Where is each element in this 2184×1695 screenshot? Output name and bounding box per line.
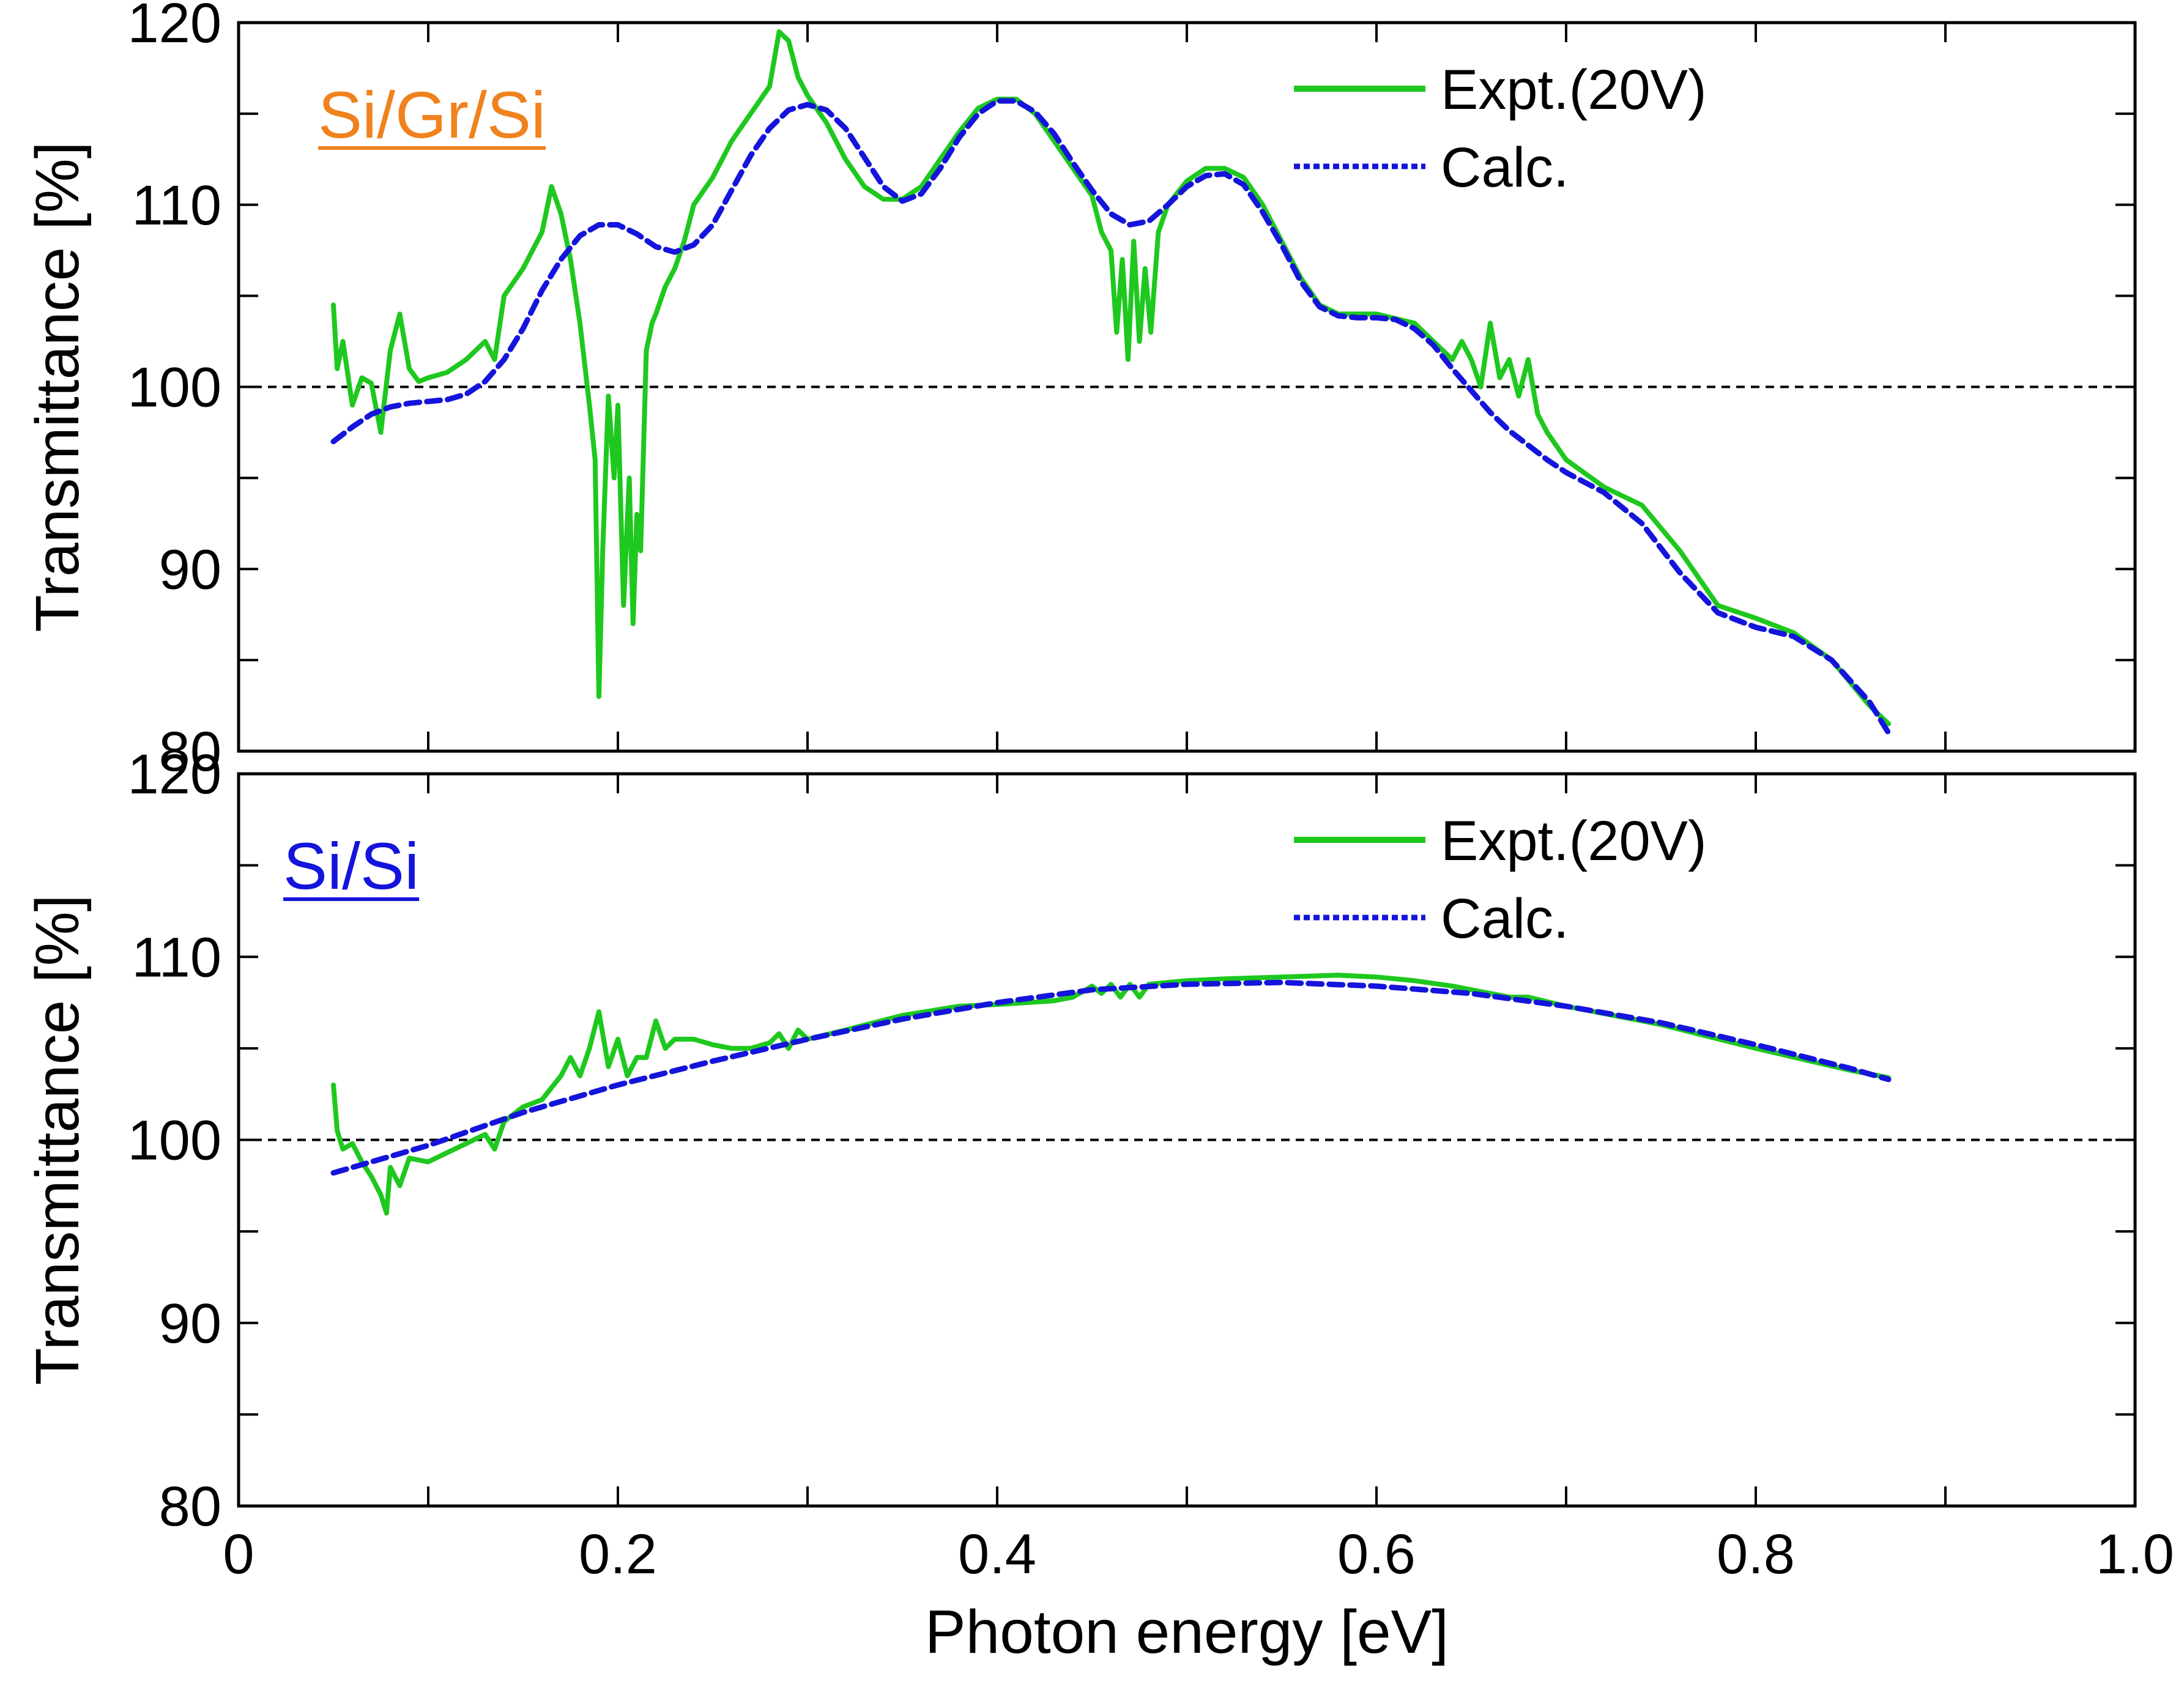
panel-top: 80 90 100 110 120 Transmittance [%] Si/Gr/Si… <box>23 0 2137 783</box>
y-tick-label: 90 <box>159 1293 221 1355</box>
y-tick-label: 80 <box>159 1475 221 1538</box>
series-calc-line <box>330 979 1892 1176</box>
y-axis-label: Transmittance [%] <box>23 141 92 632</box>
series-layer <box>330 973 1892 1216</box>
legend: Expt.(20V) Calc. <box>1294 810 1707 950</box>
y-tick-labels: 80 90 100 110 120 <box>128 0 222 783</box>
series-expt-line <box>331 973 1891 1216</box>
y-tick-label: 80 <box>159 721 221 783</box>
series-calc-line <box>330 98 1892 736</box>
y-tick-label: 110 <box>132 174 221 237</box>
panel-label: Si/Si <box>283 829 420 903</box>
x-tick-label: 0.6 <box>1337 1523 1416 1586</box>
x-axis-label: Photon energy [eV] <box>925 1598 1449 1666</box>
panel-label-text: Si/Si <box>283 829 419 903</box>
x-tick-label: 1.0 <box>2096 1523 2174 1586</box>
x-tick-label: 0.8 <box>1717 1523 1795 1586</box>
panel-label-text: Si/Gr/Si <box>318 78 546 152</box>
x-tick-label: 0.2 <box>579 1523 657 1586</box>
x-tick-labels: 0 0.2 0.4 0.6 0.8 1.0 <box>223 1523 2174 1586</box>
y-tick-label: 120 <box>128 0 222 54</box>
x-tick-label: 0.4 <box>958 1523 1036 1586</box>
series-expt-line <box>331 29 1891 727</box>
series-layer <box>330 29 1892 736</box>
y-tick-label: 90 <box>159 538 221 601</box>
ticks-layer <box>237 21 2136 752</box>
y-tick-labels: 80 90 100 110 120 <box>128 743 222 1538</box>
legend-label-calc: Calc. <box>1441 888 1569 950</box>
legend: Expt.(20V) Calc. <box>1294 59 1707 199</box>
panel-bottom: 80 90 100 110 120 0 0.2 0.4 0.6 0.8 1.0 Transmitt… <box>23 743 2174 1666</box>
y-tick-label: 110 <box>132 926 221 988</box>
legend-label-expt: Expt.(20V) <box>1441 59 1707 121</box>
y-tick-label: 100 <box>128 357 222 419</box>
y-axis-label: Transmittance [%] <box>23 894 92 1385</box>
panel-label: Si/Gr/Si <box>318 78 546 152</box>
y-tick-label: 120 <box>128 743 222 806</box>
x-tick-label: 0 <box>223 1523 254 1586</box>
ticks-layer <box>237 773 2136 1507</box>
legend-label-calc: Calc. <box>1441 136 1569 199</box>
y-tick-label: 100 <box>128 1110 222 1172</box>
legend-label-expt: Expt.(20V) <box>1441 810 1707 872</box>
